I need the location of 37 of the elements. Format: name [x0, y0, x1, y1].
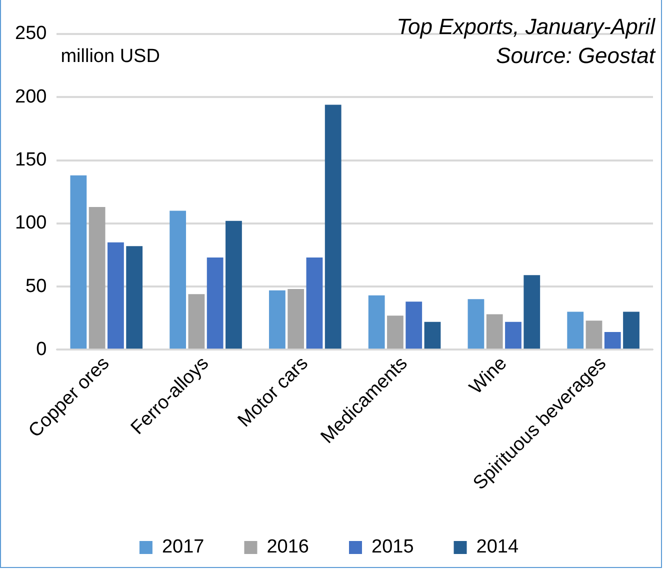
y-tick-label: 0 — [36, 338, 47, 360]
bar — [486, 314, 503, 349]
bar — [324, 104, 342, 349]
bar — [306, 257, 323, 349]
y-tick-label: 150 — [15, 150, 47, 170]
y-tick-label: 100 — [15, 212, 47, 234]
bar — [206, 257, 224, 349]
chart-title: Top Exports, January-April — [396, 14, 656, 40]
bar — [288, 289, 304, 349]
y-axis-title: million USD — [60, 46, 160, 68]
bar — [170, 210, 186, 349]
bar — [505, 322, 522, 349]
legend-label: 2014 — [476, 536, 519, 558]
annotation: Source: Geostat — [496, 43, 656, 68]
y-tick-label: 200 — [15, 86, 47, 108]
bar — [524, 275, 540, 349]
bar — [406, 302, 422, 349]
bar — [424, 322, 441, 349]
bar — [387, 316, 404, 349]
bar — [623, 312, 640, 349]
bar — [368, 295, 385, 349]
bar — [468, 299, 484, 349]
y-tick-label: 250 — [15, 23, 47, 44]
bar — [567, 312, 584, 349]
bar — [226, 220, 242, 349]
bar — [70, 175, 87, 349]
bar — [586, 320, 602, 349]
legend-label: 2017 — [162, 536, 204, 558]
bar — [126, 246, 143, 349]
y-tick-label: 50 — [26, 276, 47, 297]
bar — [88, 206, 106, 349]
bar — [188, 294, 205, 349]
bar — [108, 242, 124, 349]
bar — [604, 332, 621, 349]
legend-label: 2015 — [372, 536, 414, 558]
legend-label: 2016 — [266, 536, 310, 558]
bar — [269, 290, 286, 349]
